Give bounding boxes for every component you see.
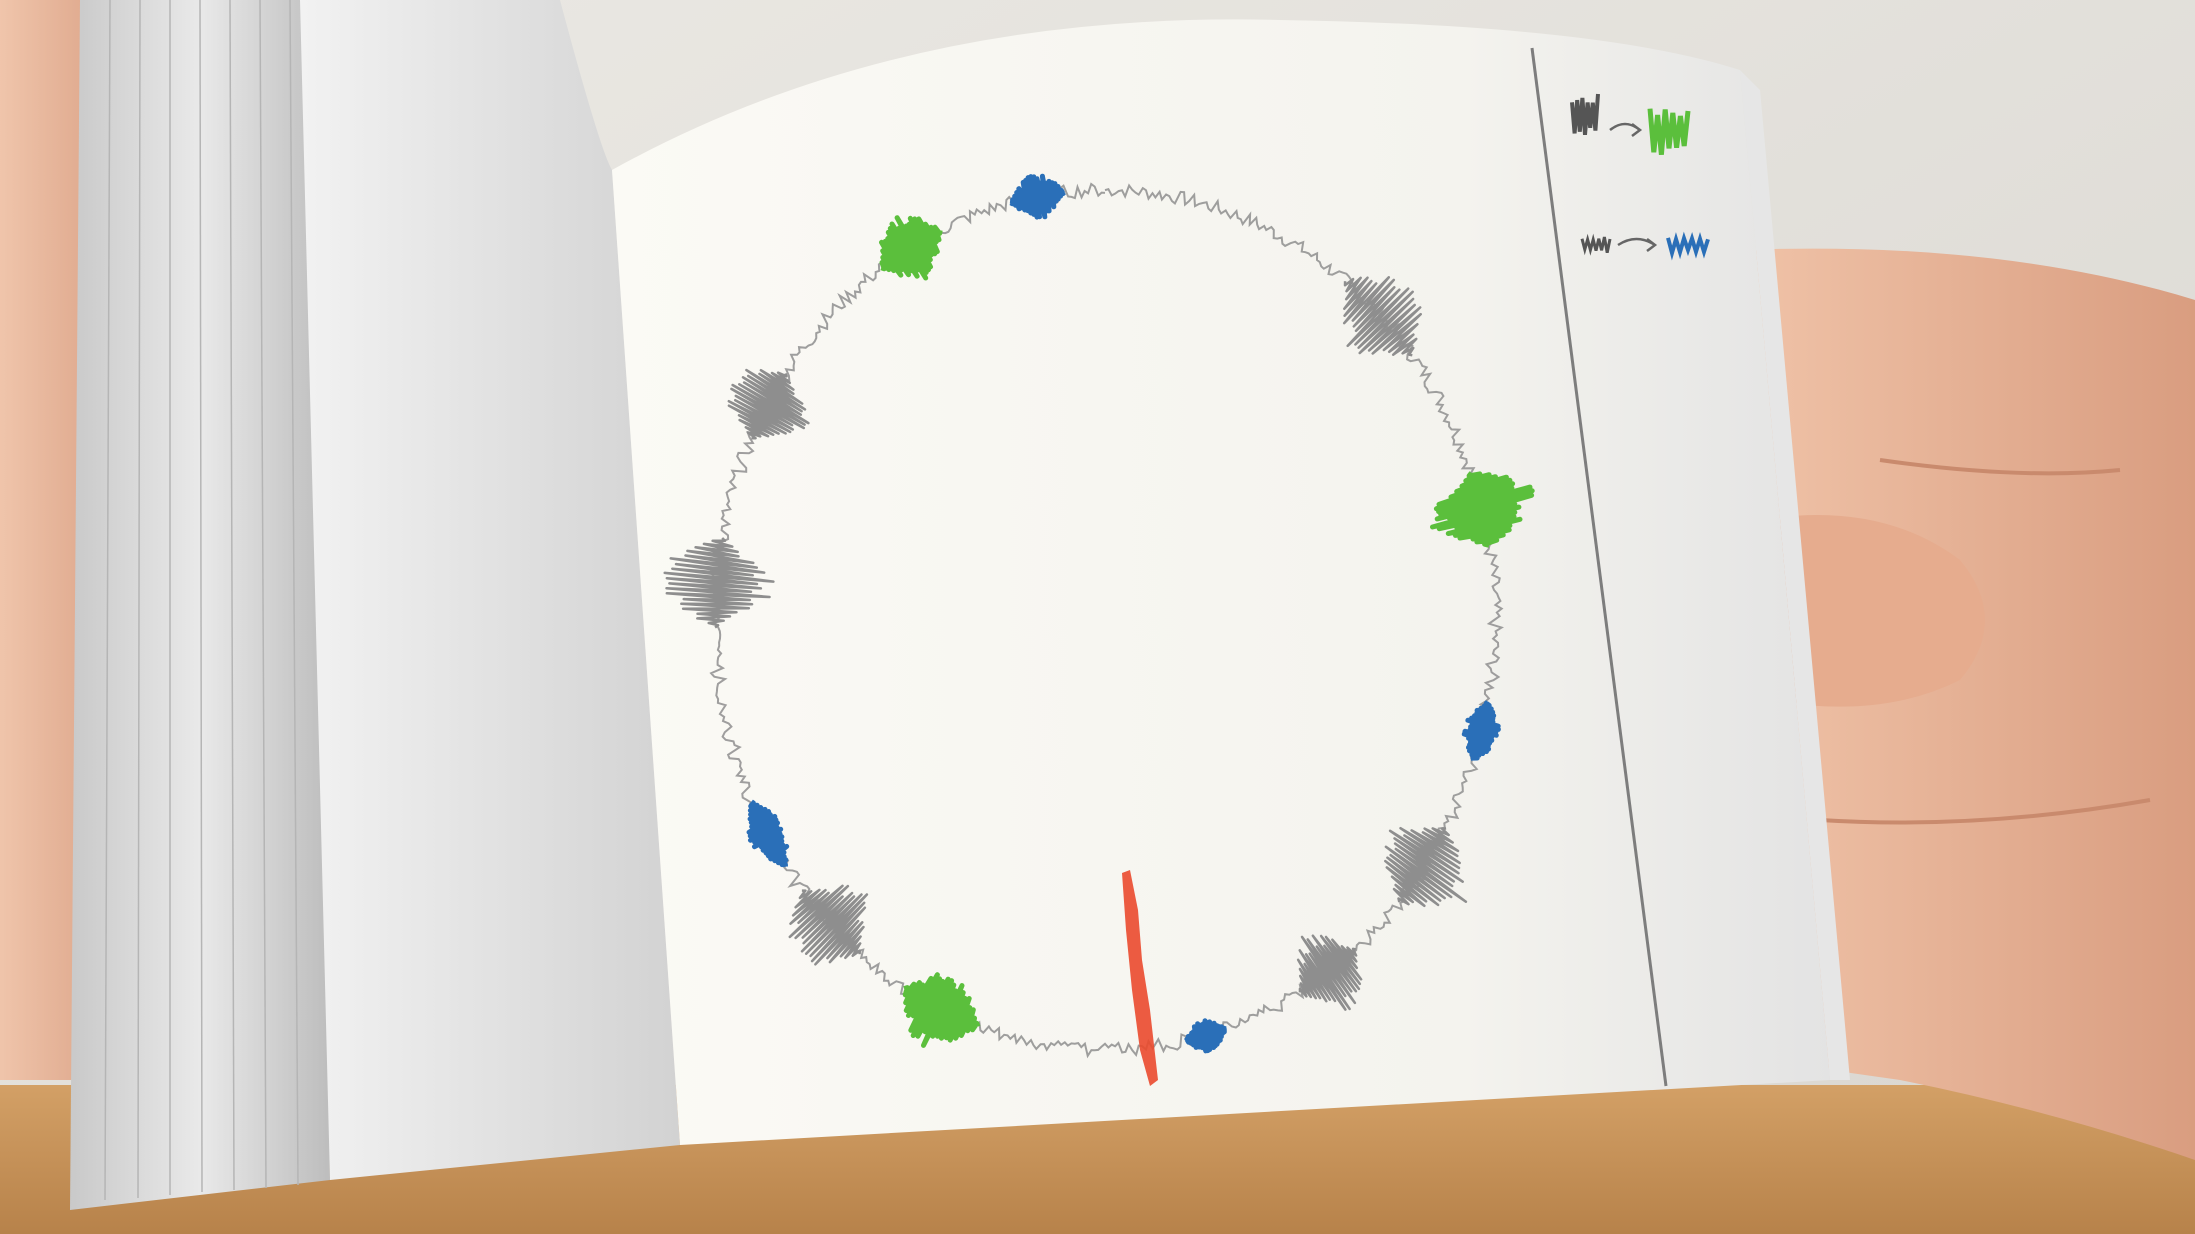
page-divider-line (1530, 47, 1668, 1087)
seismic-burst (1183, 1018, 1227, 1054)
legend-arrow-icon (1609, 122, 1643, 137)
seismic-burst (1009, 173, 1066, 220)
seismic-burst (1296, 934, 1363, 1011)
seismic-burst (1461, 700, 1501, 762)
seismic-burst (902, 972, 981, 1048)
thumb (1760, 515, 1985, 707)
seismic-burst (663, 537, 775, 629)
red-spike (1122, 870, 1158, 1086)
page-edges (1740, 70, 1850, 1080)
drawing-page (612, 19, 1830, 1146)
seismic-burst (1384, 826, 1468, 908)
left-page (300, 0, 680, 1180)
legend-blue-wave (1666, 231, 1710, 261)
legend-gray-wave (1570, 93, 1600, 136)
legend-gray-small-wave (1580, 233, 1612, 256)
seismic-burst (788, 884, 869, 966)
seismic-burst (727, 368, 810, 440)
right-hand (1740, 248, 2195, 1161)
finger-crease (1819, 798, 2151, 825)
seismic-burst (1430, 471, 1535, 548)
finger-crease (1879, 458, 2121, 476)
circular-seismogram (663, 173, 1535, 1059)
seismic-burst (1342, 276, 1422, 357)
legend-green-wave (1647, 108, 1691, 155)
legend (1570, 93, 1710, 261)
legend-arrow-icon (1617, 237, 1658, 252)
seismic-burst (879, 215, 943, 281)
page-stack-lines (104, 0, 299, 1201)
seismic-burst (746, 799, 790, 868)
